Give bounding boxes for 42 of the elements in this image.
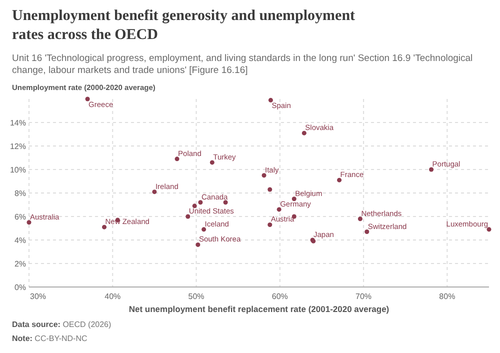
y-tick-label: 2% [14,260,26,268]
y-tick-label: 14% [10,118,26,128]
point [276,207,282,212]
source-note: Data source: OECD (2026) [12,320,112,329]
point [268,187,272,192]
point [198,200,203,205]
y-tick-label: 6% [14,212,26,222]
x-tick-label: 80% [439,292,456,301]
y-tick-label: 12% [10,142,26,151]
point [302,130,306,136]
x-tick-label: 60% [272,292,288,301]
point [429,167,434,172]
point [102,224,107,230]
point [196,242,200,247]
x-tick-label: 40% [104,292,121,301]
point [486,227,492,232]
x-tick-label: 50% [188,292,204,301]
y-tick-label: 10% [10,166,26,174]
point [358,216,362,222]
point [192,204,197,208]
point [202,227,206,232]
point [85,96,90,102]
point [262,173,266,178]
chart-subtitle: Unit 16 'Technological progress, employment, and living standards in the long run' Section 16.9 'Technological change, labour markets and trade unions' [Figure 16.16] [12,53,473,76]
text: Note: CC-BY-ND-NC [12,334,88,343]
x-tick-label: 30% [30,292,46,301]
point [268,98,273,102]
chart-title: Unemployment benefit generosity and unemployment rates across the OECD [12,8,356,43]
point [364,230,370,234]
x-axis-title: Net unemployment benefit replacement rate (2001-2020 average) [128,304,390,314]
point [186,214,190,219]
point [210,160,214,165]
point [268,222,272,227]
y-tick-label: 0% [14,283,26,292]
point [223,200,228,205]
y-tick-label: 8% [14,189,26,198]
point [152,190,157,194]
point [26,220,32,225]
y-tick-label: 4% [14,236,26,245]
point [337,178,342,182]
point [174,156,180,162]
x-tick-label: 70% [356,292,372,301]
